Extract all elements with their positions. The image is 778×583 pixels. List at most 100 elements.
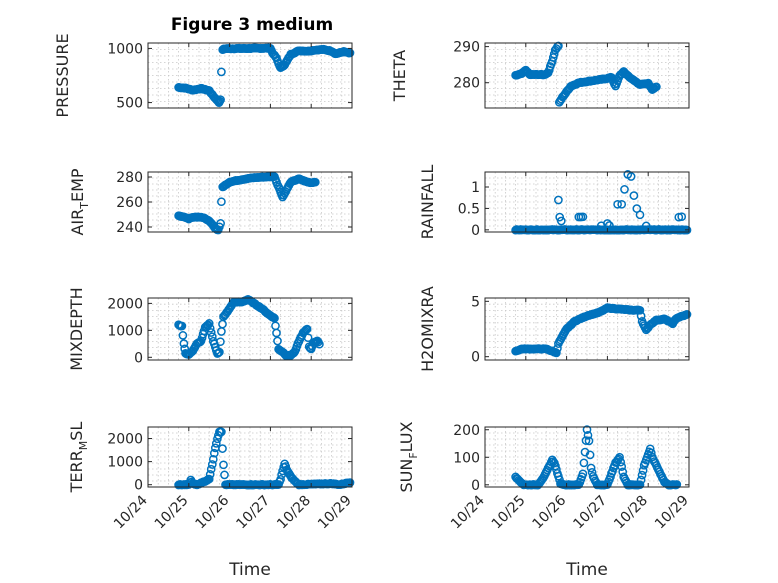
data-point — [273, 336, 282, 346]
y-tick-label: 240 — [116, 220, 143, 236]
x-tick-label: 10/29 — [652, 493, 692, 533]
y-tick-label: 200 — [453, 423, 480, 439]
data-point — [211, 439, 221, 448]
y-axis-label: THETA — [390, 50, 409, 102]
data-point — [178, 331, 188, 340]
data-point — [613, 199, 622, 209]
data-point — [581, 436, 591, 445]
data-point — [209, 448, 219, 458]
y-tick-label: 280 — [116, 170, 143, 186]
data-point — [206, 328, 216, 337]
x-axis-label: Time — [565, 560, 608, 580]
data-point — [302, 324, 312, 334]
axes-box — [484, 297, 690, 361]
data-point — [672, 480, 682, 489]
data-point — [579, 458, 589, 468]
data-point — [583, 430, 593, 440]
data-point — [300, 326, 310, 336]
x-tick-label: 10/25 — [152, 493, 192, 533]
data-point — [578, 469, 588, 479]
data-point — [637, 470, 647, 480]
data-point — [215, 347, 224, 357]
y-tick-label: 100 — [453, 450, 480, 466]
data-point — [205, 470, 215, 479]
data-point — [617, 462, 627, 471]
y-tick-label: 1 — [471, 180, 480, 196]
data-point — [276, 474, 285, 484]
data-point — [216, 337, 225, 347]
y-tick-label: 0.5 — [458, 201, 480, 217]
data-point — [554, 195, 563, 205]
data-point — [626, 172, 636, 181]
data-point — [310, 177, 320, 187]
data-point — [207, 460, 217, 469]
data-point — [345, 48, 355, 58]
data-point — [219, 460, 228, 470]
x-axis-label: Time — [228, 560, 271, 580]
data-point — [217, 67, 226, 77]
data-point — [585, 450, 595, 460]
data-point — [204, 319, 214, 328]
axes-box — [147, 297, 353, 361]
y-tick-label: 2000 — [107, 432, 143, 448]
data-point — [603, 219, 612, 228]
axes-background — [485, 172, 689, 232]
y-tick-label: 1000 — [107, 41, 143, 57]
y-tick-label: 1000 — [107, 455, 143, 471]
axes-box — [147, 42, 353, 109]
y-tick-label: 1000 — [107, 323, 143, 339]
y-tick-label: 0 — [134, 478, 143, 494]
data-point — [682, 225, 692, 235]
axes-box — [147, 426, 353, 488]
panel-h2omixra: 0 5 H2OMIXRA — [418, 286, 692, 372]
data-point — [303, 333, 313, 343]
x-tick-label: 10/28 — [274, 493, 314, 533]
y-tick-label: 0 — [134, 350, 143, 366]
data-point — [218, 444, 227, 453]
x-tick-label: 10/26 — [193, 492, 233, 532]
data-point — [638, 466, 648, 475]
y-axis-label: TERRMSL — [67, 422, 90, 494]
data-point — [635, 480, 645, 490]
data-point — [555, 212, 565, 222]
x-tick-label: 10/29 — [315, 493, 355, 533]
y-axis-label: SUNFLUX — [397, 421, 420, 492]
data-point — [220, 470, 229, 480]
y-tick-label: 0 — [471, 478, 480, 494]
y-tick-label: 0 — [471, 350, 480, 366]
panel-sun_flux: 0 100 200 10/24 10/25 10/26 10/27 10/28 10/29 SUN… — [397, 421, 692, 580]
data-point — [605, 221, 614, 230]
y-axis-label: MIXDEPTH — [67, 287, 86, 370]
data-point — [616, 457, 626, 467]
data-point — [606, 472, 615, 482]
data-point — [586, 463, 596, 473]
data-point — [641, 221, 651, 231]
x-tick-label: 10/25 — [489, 493, 529, 533]
y-tick-label: 260 — [116, 195, 143, 211]
data-point — [217, 427, 226, 437]
data-point — [177, 321, 187, 331]
data-point — [617, 199, 627, 209]
y-tick-label: 500 — [116, 96, 143, 112]
data-point — [179, 339, 189, 348]
panel-terr_msl: 0 1000 2000 10/24 10/25 10/26 10/27 10/28 10/29 T… — [67, 422, 355, 580]
data-point — [620, 185, 629, 194]
data-point — [272, 328, 281, 338]
data-point — [682, 310, 692, 319]
data-point — [217, 197, 226, 207]
data-point — [635, 210, 645, 220]
data-point — [552, 348, 561, 358]
panel-theta: 280 290 THETA — [390, 40, 690, 109]
y-axis-label: H2OMIXRA — [418, 286, 437, 372]
data-point — [269, 312, 278, 322]
data-point — [216, 219, 225, 228]
y-tick-label: 290 — [453, 40, 480, 56]
data-point — [204, 474, 214, 484]
data-point — [582, 425, 592, 434]
data-point — [549, 49, 559, 59]
data-point — [645, 444, 655, 454]
x-tick-label: 10/24 — [448, 492, 488, 532]
panel-mixdepth: 0 1000 2000 MIXDEPTH — [67, 287, 353, 371]
